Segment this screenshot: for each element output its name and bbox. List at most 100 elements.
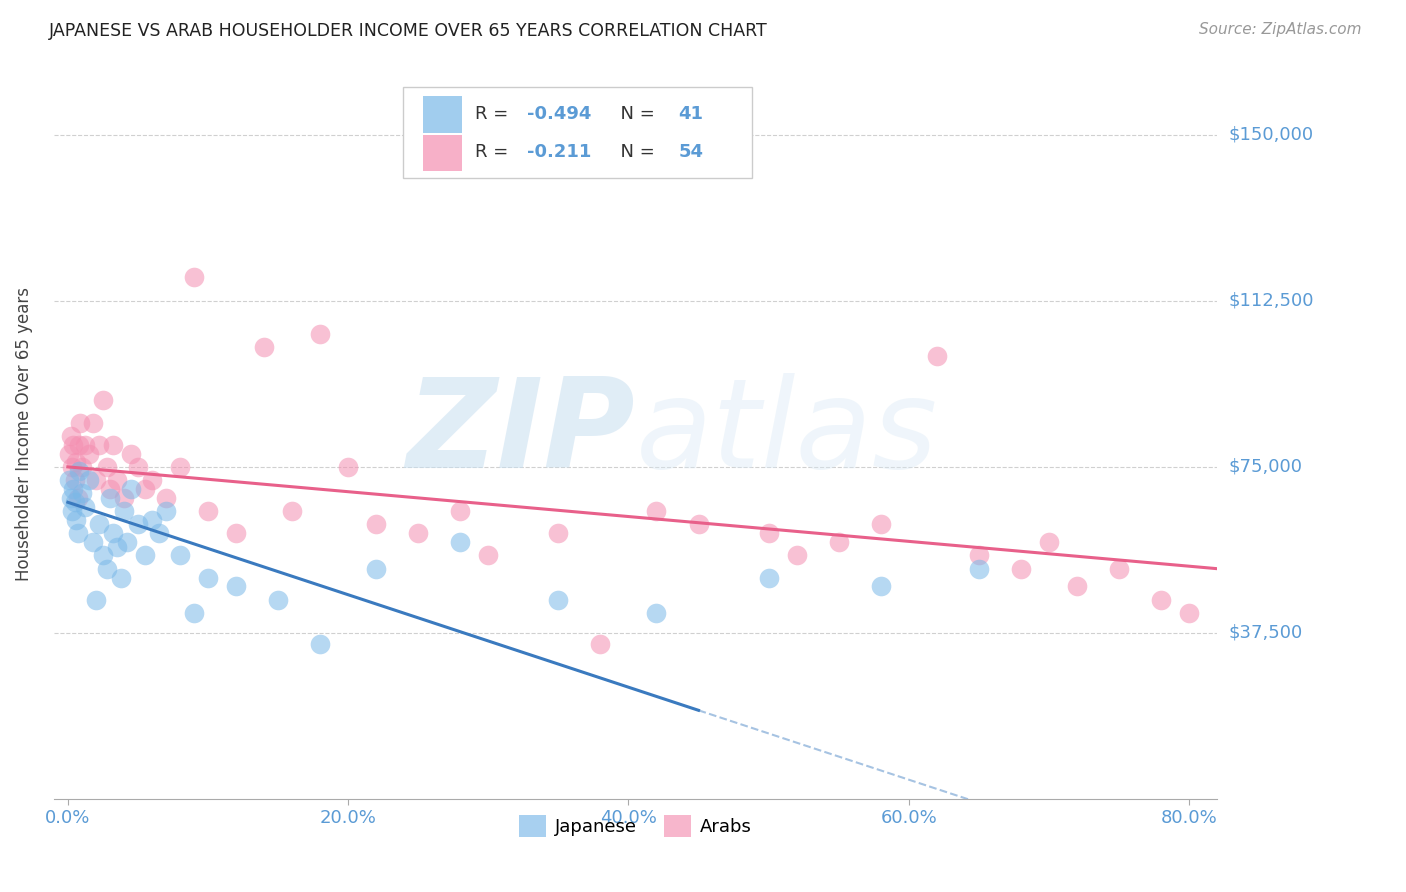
Point (1038, 535, 1060, 549)
Point (98, 491, 121, 505)
Point (82, 416, 104, 430)
Point (67, 438, 90, 452)
Text: 41: 41 (679, 104, 703, 123)
FancyBboxPatch shape (423, 96, 463, 133)
Point (65, 455, 87, 469)
Point (127, 459, 149, 474)
Point (59, 491, 82, 505)
Point (758, 570, 780, 584)
Text: $150,000: $150,000 (1229, 126, 1313, 144)
Point (225, 579, 247, 593)
Text: N =: N = (609, 104, 661, 123)
Point (758, 526, 780, 541)
Point (63, 495, 86, 509)
Point (67, 464, 90, 478)
Point (66, 491, 89, 505)
Point (120, 447, 142, 461)
Point (197, 504, 219, 518)
Point (134, 482, 156, 496)
Point (827, 535, 849, 549)
Point (366, 562, 388, 576)
Point (688, 517, 710, 532)
Point (73, 500, 96, 514)
Text: -0.211: -0.211 (527, 144, 592, 161)
Point (449, 504, 471, 518)
FancyBboxPatch shape (423, 135, 463, 171)
Point (925, 349, 948, 363)
Point (547, 526, 569, 541)
Point (63, 473, 86, 487)
Point (225, 526, 247, 541)
Point (183, 269, 205, 284)
Point (58, 473, 80, 487)
Text: $37,500: $37,500 (1229, 624, 1302, 642)
Point (101, 438, 124, 452)
Point (1010, 562, 1032, 576)
Point (267, 592, 290, 607)
Point (309, 327, 332, 342)
Point (60, 504, 83, 518)
Point (169, 549, 191, 563)
Point (73, 438, 96, 452)
Point (1108, 562, 1130, 576)
Point (65, 513, 87, 527)
Point (77, 447, 100, 461)
Y-axis label: Householder Income Over 65 years: Householder Income Over 65 years (15, 286, 32, 581)
Text: R =: R = (475, 144, 520, 161)
Text: -0.494: -0.494 (527, 104, 592, 123)
Point (82, 535, 104, 549)
FancyBboxPatch shape (402, 87, 752, 178)
Point (337, 459, 360, 474)
Point (127, 517, 149, 532)
Point (155, 504, 177, 518)
Point (134, 549, 156, 563)
Point (70, 486, 93, 500)
Text: $112,500: $112,500 (1229, 292, 1313, 310)
Point (183, 606, 205, 620)
Point (645, 504, 668, 518)
Point (115, 535, 138, 549)
Point (1178, 606, 1201, 620)
Point (84, 592, 107, 607)
Point (197, 570, 219, 584)
Point (58, 447, 80, 461)
Point (449, 535, 471, 549)
Point (169, 459, 191, 474)
Point (155, 491, 177, 505)
Point (366, 517, 388, 532)
Point (967, 549, 990, 563)
Point (105, 473, 128, 487)
Point (120, 482, 142, 496)
Text: 54: 54 (679, 144, 703, 161)
Point (1066, 579, 1088, 593)
Point (110, 570, 132, 584)
Point (96, 562, 118, 576)
Text: ZIP: ZIP (406, 373, 636, 494)
Point (87, 517, 110, 532)
Point (66, 526, 89, 541)
Point (589, 637, 612, 651)
Text: atlas: atlas (636, 373, 938, 494)
Point (84, 473, 107, 487)
Text: Source: ZipAtlas.com: Source: ZipAtlas.com (1198, 22, 1361, 37)
Point (148, 526, 170, 541)
Point (141, 473, 163, 487)
Point (98, 482, 121, 496)
Text: R =: R = (475, 104, 515, 123)
Point (869, 579, 891, 593)
Text: JAPANESE VS ARAB HOUSEHOLDER INCOME OVER 65 YEARS CORRELATION CHART: JAPANESE VS ARAB HOUSEHOLDER INCOME OVER… (49, 22, 768, 40)
Point (96, 459, 118, 474)
Point (477, 549, 499, 563)
Point (141, 513, 163, 527)
Point (869, 517, 891, 532)
Point (967, 562, 990, 576)
Point (70, 459, 93, 474)
Point (77, 473, 100, 487)
Point (69, 416, 91, 430)
Point (112, 504, 135, 518)
Point (62, 482, 84, 496)
Point (62, 438, 84, 452)
Point (91, 393, 114, 408)
Point (105, 540, 128, 554)
Point (645, 606, 668, 620)
